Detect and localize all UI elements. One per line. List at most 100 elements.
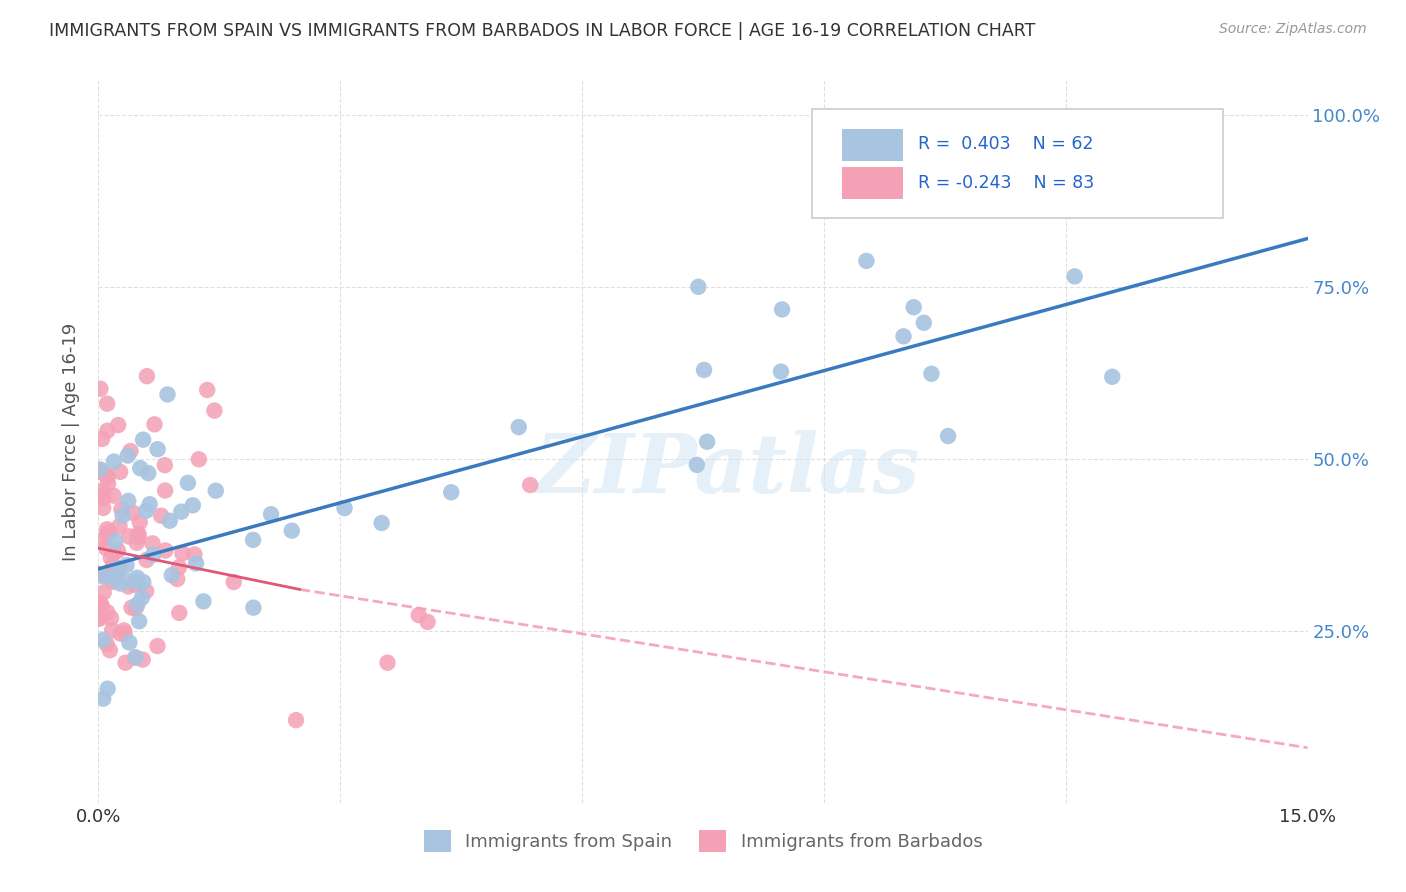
Point	[87, 612, 110, 626]
Point	[135, 504, 157, 518]
Text: IMMIGRANTS FROM SPAIN VS IMMIGRANTS FROM BARBADOS IN LABOR FORCE | AGE 16-19 COR: IMMIGRANTS FROM SPAIN VS IMMIGRANTS FROM…	[49, 22, 1036, 40]
Point	[103, 454, 125, 468]
Point	[135, 369, 157, 384]
Point	[177, 475, 200, 490]
Point	[96, 637, 118, 651]
Point	[195, 383, 218, 397]
Point	[153, 458, 176, 472]
Point	[146, 639, 169, 653]
Point	[97, 525, 120, 540]
Point	[136, 466, 159, 480]
Point	[101, 558, 124, 573]
Point	[912, 316, 935, 330]
Point	[285, 713, 308, 727]
Point	[693, 363, 716, 377]
Point	[686, 458, 709, 472]
Point	[150, 508, 173, 523]
Point	[117, 494, 139, 508]
Point	[222, 574, 245, 589]
Point	[122, 506, 145, 520]
Point	[519, 478, 541, 492]
Point	[89, 462, 111, 476]
Point	[97, 476, 120, 491]
Point	[108, 561, 131, 575]
Point	[90, 611, 112, 625]
Point	[87, 489, 110, 503]
Point	[169, 606, 191, 620]
Point	[121, 600, 143, 615]
Point	[90, 463, 112, 477]
Point	[89, 465, 111, 479]
Point	[93, 585, 115, 599]
Point	[117, 449, 139, 463]
Point	[696, 434, 718, 449]
Point	[89, 382, 111, 396]
Point	[125, 536, 148, 550]
Point	[94, 467, 117, 482]
Point	[112, 624, 135, 638]
Point	[98, 643, 121, 657]
Point	[107, 543, 129, 558]
Point	[100, 550, 122, 565]
Point	[108, 519, 131, 533]
Point	[128, 527, 150, 541]
Point	[936, 429, 959, 443]
Point	[104, 534, 127, 549]
Point	[127, 574, 149, 589]
Point	[103, 546, 125, 560]
Point	[115, 558, 138, 572]
Point	[281, 524, 304, 538]
Point	[131, 652, 153, 666]
Point	[129, 461, 152, 475]
Point	[87, 566, 110, 581]
Y-axis label: In Labor Force | Age 16-19: In Labor Force | Age 16-19	[62, 322, 80, 561]
Point	[96, 424, 118, 438]
Point	[408, 608, 430, 623]
Point	[100, 611, 122, 625]
Point	[91, 483, 114, 498]
Point	[167, 560, 190, 574]
Point	[127, 598, 149, 612]
Point	[90, 598, 112, 612]
Point	[132, 433, 155, 447]
Point	[893, 329, 915, 343]
Point	[146, 442, 169, 457]
Point	[103, 489, 125, 503]
Point	[128, 615, 150, 629]
Point	[141, 536, 163, 550]
Point	[183, 548, 205, 562]
Point	[132, 574, 155, 589]
Point	[416, 615, 439, 629]
Point	[131, 591, 153, 605]
Point	[160, 568, 183, 582]
Point	[91, 691, 114, 706]
Point	[370, 516, 392, 530]
Point	[128, 530, 150, 544]
Point	[333, 501, 356, 516]
Point	[110, 626, 132, 640]
Point	[143, 417, 166, 432]
Point	[142, 548, 165, 562]
Point	[107, 418, 129, 433]
Point	[96, 541, 118, 556]
Point	[104, 568, 127, 582]
Point	[110, 502, 132, 516]
Text: R =  0.403    N = 62: R = 0.403 N = 62	[918, 135, 1094, 153]
Point	[769, 365, 792, 379]
Point	[187, 452, 209, 467]
Point	[108, 465, 131, 479]
Point	[118, 635, 141, 649]
Point	[96, 605, 118, 619]
Point	[770, 302, 793, 317]
Point	[97, 568, 120, 582]
Point	[440, 485, 463, 500]
Point	[90, 599, 112, 613]
Point	[170, 505, 193, 519]
Legend: Immigrants from Spain, Immigrants from Barbados: Immigrants from Spain, Immigrants from B…	[416, 822, 990, 859]
Point	[202, 403, 225, 417]
Point	[377, 656, 399, 670]
Point	[124, 578, 146, 592]
Point	[135, 553, 157, 567]
Point	[688, 280, 710, 294]
Point	[138, 497, 160, 511]
